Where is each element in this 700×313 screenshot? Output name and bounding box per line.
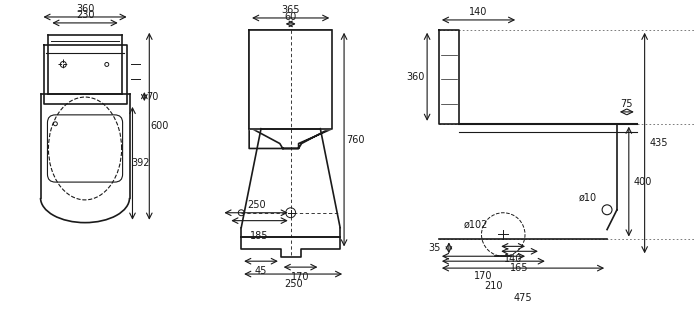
Text: 360: 360 [76,4,94,14]
Text: 185: 185 [251,231,269,240]
Text: 230: 230 [76,10,94,20]
Text: 210: 210 [484,281,503,291]
Text: 170: 170 [474,271,493,281]
Text: 75: 75 [621,99,633,109]
Text: 140: 140 [469,7,488,17]
Text: 60: 60 [285,12,297,22]
Text: 475: 475 [514,293,532,303]
Text: ø102: ø102 [463,220,488,230]
Text: 435: 435 [649,138,668,148]
Text: 760: 760 [346,135,365,145]
Text: 165: 165 [510,263,528,273]
Text: 360: 360 [406,72,424,82]
Text: 45: 45 [255,266,267,276]
Text: ø10: ø10 [578,193,596,203]
Text: 365: 365 [281,5,300,15]
Text: 392: 392 [131,158,150,168]
Text: 600: 600 [150,121,169,131]
Text: 400: 400 [634,177,652,187]
Text: 35: 35 [428,243,440,253]
Polygon shape [249,30,332,129]
Text: 250: 250 [247,200,265,210]
Text: 140: 140 [504,254,522,264]
Text: 250: 250 [284,279,302,289]
Text: 70: 70 [146,92,158,102]
Text: 170: 170 [291,272,310,282]
